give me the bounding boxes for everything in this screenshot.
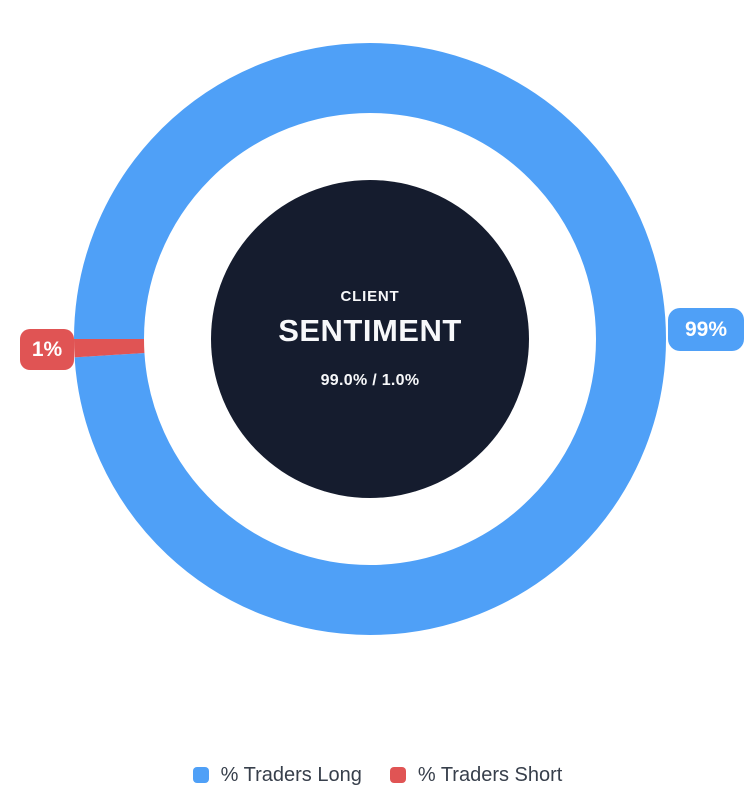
sentiment-doughnut-chart: [74, 43, 666, 635]
legend-item-traders-long[interactable]: % Traders Long: [192, 763, 362, 787]
center-title-client: CLIENT: [340, 288, 400, 305]
chart-legend: % Traders Long % Traders Short: [0, 763, 755, 787]
center-ratio-label: 99.0% / 1.0%: [320, 372, 420, 389]
legend-label-traders-short: % Traders Short: [417, 764, 563, 786]
center-label-block: CLIENT SENTIMENT 99.0% / 1.0%: [215, 288, 525, 391]
legend-swatch-short-icon: [389, 767, 406, 783]
long-percentage-badge: 99%: [668, 308, 744, 351]
legend-item-traders-short[interactable]: % Traders Short: [389, 763, 563, 787]
short-percentage-badge: 1%: [20, 329, 74, 370]
legend-label-traders-long: % Traders Long: [220, 764, 362, 786]
center-title-sentiment: SENTIMENT: [278, 313, 462, 348]
doughnut-segment-traders-short[interactable]: [74, 43, 666, 635]
center-disc: [211, 180, 529, 498]
legend-swatch-long-icon: [192, 767, 209, 783]
